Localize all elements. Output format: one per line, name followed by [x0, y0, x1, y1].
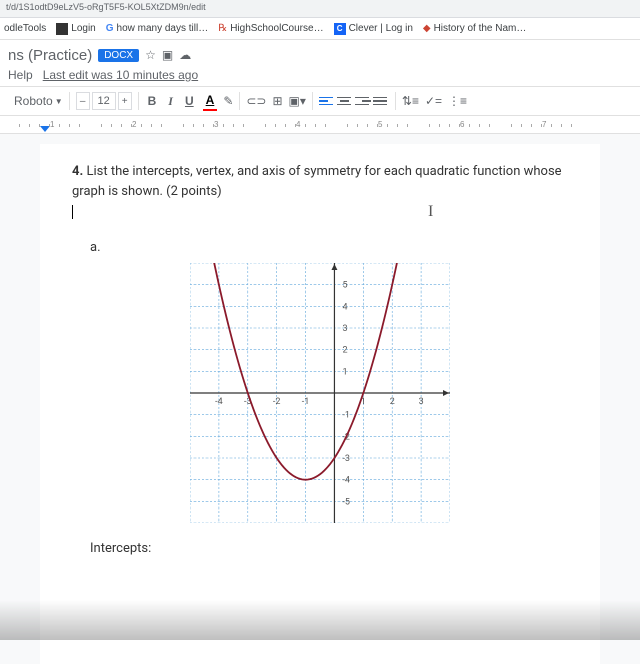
svg-text:2: 2: [390, 397, 395, 407]
separator: [395, 92, 396, 110]
separator: [138, 92, 139, 110]
svg-text:5: 5: [342, 281, 347, 291]
svg-text:-4: -4: [215, 397, 223, 407]
bookmark-odletools[interactable]: odleTools: [4, 23, 46, 34]
document-page[interactable]: 4. List the intercepts, vertex, and axis…: [40, 144, 600, 664]
svg-text:1: 1: [342, 367, 347, 377]
svg-text:3: 3: [342, 324, 347, 334]
docs-header: ns (Practice) DOCX ☆ ▣ ☁ Help Last edit …: [0, 40, 640, 86]
size-increase-button[interactable]: +: [118, 92, 132, 110]
svg-text:-1: -1: [342, 411, 350, 421]
bookmark-howmanydays[interactable]: Ghow many days till…: [106, 23, 208, 34]
highlight-button[interactable]: ✎: [223, 94, 233, 108]
checklist-button[interactable]: ✓=: [425, 94, 442, 108]
svg-text:-5: -5: [342, 497, 350, 507]
menu-row: Help Last edit was 10 minutes ago: [8, 66, 632, 86]
svg-text:-1: -1: [302, 397, 310, 407]
comment-button[interactable]: ⊞: [272, 94, 282, 108]
svg-text:-4: -4: [342, 476, 350, 486]
align-buttons: [319, 93, 389, 109]
bulletlist-button[interactable]: ⋮≡: [448, 94, 467, 108]
svg-text:4: 4: [342, 302, 347, 312]
last-edit[interactable]: Last edit was 10 minutes ago: [43, 68, 198, 82]
cloud-icon[interactable]: ☁: [179, 48, 191, 62]
diamond-icon: ◆: [423, 23, 431, 34]
square-icon: [56, 23, 68, 35]
font-size-selector: – 12 +: [76, 92, 132, 110]
align-right-button[interactable]: [355, 93, 371, 109]
star-icon[interactable]: ☆: [145, 48, 156, 62]
bold-button[interactable]: B: [145, 92, 160, 110]
size-value[interactable]: 12: [92, 92, 116, 110]
text-cursor: [72, 205, 73, 219]
bookmarks-bar: odleTools Login Ghow many days till… ℞Hi…: [0, 18, 640, 40]
page-background: 4. List the intercepts, vertex, and axis…: [0, 134, 640, 664]
underline-button[interactable]: U: [182, 92, 197, 110]
separator: [239, 92, 240, 110]
chevron-down-icon: ▼: [55, 97, 63, 106]
parabola-graph: -4-3-2-1123-5-4-3-2-112345: [190, 263, 450, 523]
docx-badge: DOCX: [98, 49, 139, 62]
svg-text:-2: -2: [273, 397, 281, 407]
font-selector[interactable]: Roboto ▼: [8, 92, 70, 110]
move-icon[interactable]: ▣: [162, 48, 173, 62]
bookmark-highschool[interactable]: ℞HighSchoolCourse…: [218, 23, 323, 34]
bookmark-history[interactable]: ◆History of the Nam…: [423, 23, 527, 34]
align-justify-button[interactable]: [373, 93, 389, 109]
clever-icon: C: [334, 23, 346, 35]
rx-icon: ℞: [218, 23, 227, 34]
separator: [312, 92, 313, 110]
doc-title[interactable]: ns (Practice): [8, 47, 92, 64]
svg-text:-3: -3: [342, 454, 350, 464]
bookmark-clever[interactable]: CClever | Log in: [334, 23, 413, 35]
part-a-label: a.: [90, 238, 568, 258]
linespacing-button[interactable]: ⇅≡: [402, 94, 419, 108]
textcolor-button[interactable]: A: [203, 91, 218, 111]
svg-text:3: 3: [419, 397, 424, 407]
italic-button[interactable]: I: [165, 92, 176, 111]
question-text: 4. List the intercepts, vertex, and axis…: [72, 162, 568, 201]
google-icon: G: [106, 23, 114, 34]
menu-help[interactable]: Help: [8, 68, 33, 82]
toolbar: Roboto ▼ – 12 + B I U A ✎ ⊂⊃ ⊞ ▣▾ ⇅≡ ✓= …: [0, 86, 640, 116]
url-bar[interactable]: t/d/1S1odtD9eLzV5-oRgT5F5-KOL5XtZDM9n/ed…: [0, 0, 640, 18]
ruler[interactable]: 1234567: [0, 116, 640, 134]
align-left-button[interactable]: [319, 93, 335, 109]
image-button[interactable]: ▣▾: [289, 94, 306, 108]
align-center-button[interactable]: [337, 93, 353, 109]
bookmark-login[interactable]: Login: [56, 23, 95, 35]
size-decrease-button[interactable]: –: [76, 92, 90, 110]
svg-text:2: 2: [342, 346, 347, 356]
ibeam-icon: I: [428, 200, 433, 224]
graph-container: -4-3-2-1123-5-4-3-2-112345: [72, 263, 568, 523]
intercepts-label: Intercepts:: [90, 539, 568, 559]
link-button[interactable]: ⊂⊃: [246, 94, 266, 108]
